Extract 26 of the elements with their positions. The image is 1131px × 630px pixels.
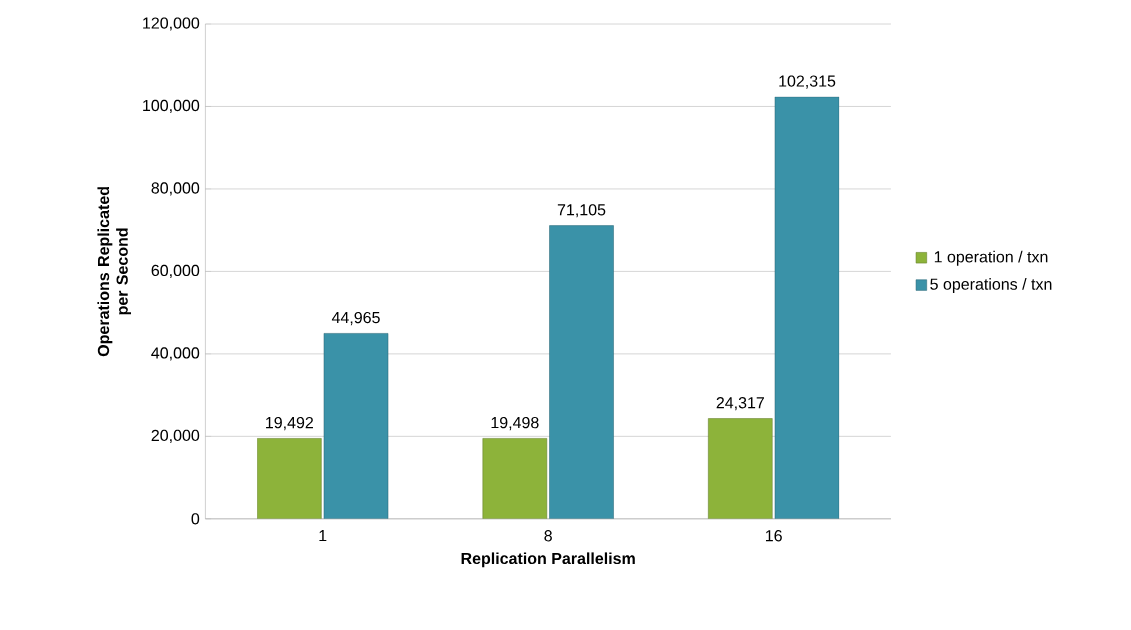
data-label: 19,498: [491, 417, 539, 431]
y-tick-label: 60,000: [151, 265, 200, 279]
x-tick-label: 16: [765, 530, 782, 542]
data-label: 71,105: [557, 204, 606, 218]
y-tick-label: 20,000: [151, 429, 200, 444]
y-tick-label: 0: [191, 513, 200, 525]
data-label: 19,492: [266, 417, 313, 431]
bar: [549, 225, 614, 520]
y-tick-label: 120,000: [143, 17, 200, 31]
bar: [482, 438, 548, 520]
x-tick-label: 1: [319, 530, 327, 542]
y-tick-label: 80,000: [151, 182, 200, 196]
bar: [708, 418, 773, 520]
legend-label: 1 operation / txn: [934, 250, 1048, 266]
bar: [774, 96, 840, 520]
x-axis-title: Replication Parallelism: [461, 552, 635, 568]
y-tick-label: 100,000: [143, 100, 200, 114]
y-axis-title: Operations Replicated per Second: [97, 187, 132, 357]
bar: [323, 333, 389, 520]
data-label: 24,317: [716, 397, 764, 411]
bar: [257, 438, 322, 520]
data-label: 102,315: [779, 75, 836, 89]
data-label: 44,965: [331, 312, 380, 326]
y-tick-label: 40,000: [151, 347, 200, 361]
legend-label: 5 operations / txn: [930, 278, 1052, 294]
x-tick-label: 8: [544, 530, 552, 542]
